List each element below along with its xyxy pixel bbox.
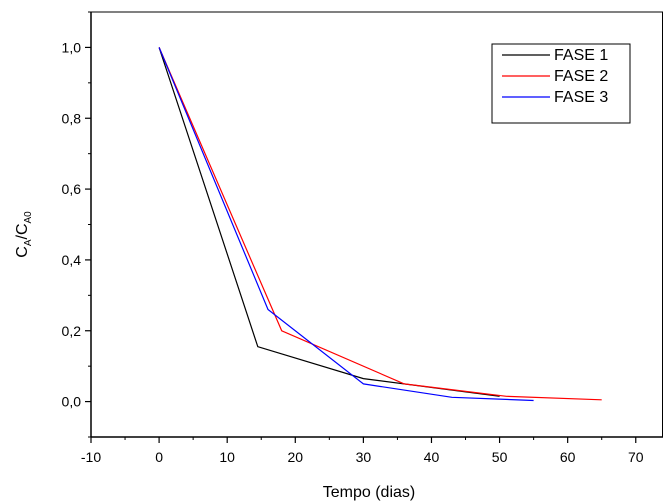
x-tick-label: 40 (424, 449, 440, 465)
y-tick-label: 0,4 (62, 252, 82, 268)
legend-label-fase-3: FASE 3 (554, 89, 608, 106)
legend-label-fase-1: FASE 1 (554, 47, 608, 64)
legend-label-fase-2: FASE 2 (554, 68, 608, 85)
y-tick-label: 1,0 (62, 39, 82, 55)
series-line-fase-1 (158, 47, 500, 397)
series-line-fase-3 (158, 47, 534, 402)
x-tick-label: -10 (81, 449, 101, 465)
x-tick-label: 10 (219, 449, 235, 465)
x-tick-label: 30 (356, 449, 372, 465)
y-tick-label: 0,2 (62, 323, 82, 339)
x-tick-label: 50 (492, 449, 508, 465)
x-tick-label: 70 (628, 449, 644, 465)
y-axis-label: CA/CA0 (14, 211, 34, 258)
x-axis-label: Tempo (dias) (323, 484, 415, 501)
x-tick-label: 0 (155, 449, 163, 465)
legend-box (491, 43, 631, 124)
series-line-fase-2 (158, 47, 602, 401)
x-tick-label: 60 (560, 449, 576, 465)
x-tick-label: 20 (287, 449, 303, 465)
y-tick-label: 0,6 (62, 181, 82, 197)
y-tick-label: 0,8 (62, 110, 82, 126)
y-tick-label: 0,0 (62, 394, 82, 410)
